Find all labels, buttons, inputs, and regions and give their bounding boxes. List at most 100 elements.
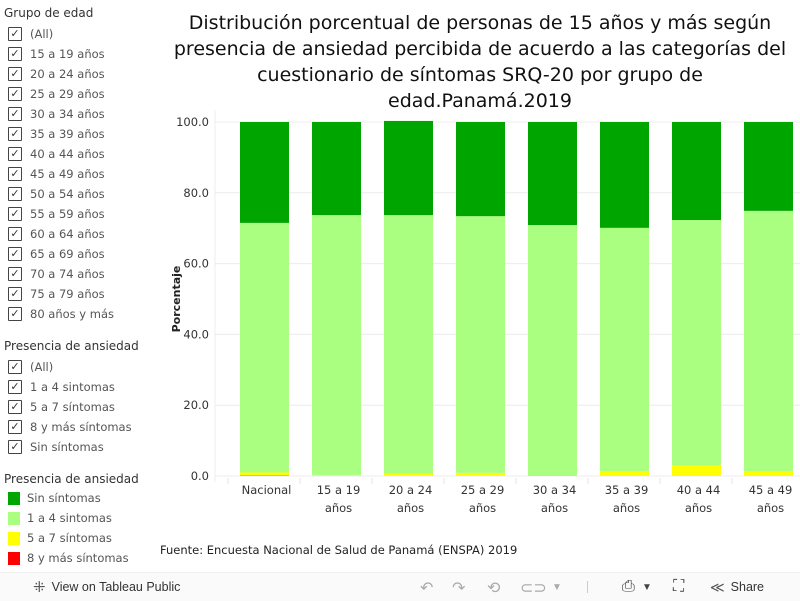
share-button[interactable]: ≪ Share <box>710 579 764 596</box>
age-group-option[interactable]: ✓75 a 79 años <box>8 284 158 304</box>
age-group-option[interactable]: ✓40 a 44 años <box>8 144 158 164</box>
bar-segment-sin-s-ntomas[interactable] <box>312 122 361 215</box>
bar-segment-sin-s-ntomas[interactable] <box>384 121 433 215</box>
bar-segment-sin-s-ntomas[interactable] <box>744 122 793 211</box>
bar-segment-1-a-4-sintomas[interactable] <box>600 228 649 471</box>
age-group-option-label: 20 a 24 años <box>30 67 105 81</box>
checkbox-checked-icon[interactable]: ✓ <box>8 27 22 41</box>
download-dropdown-icon[interactable]: ▼ <box>642 582 652 593</box>
checkbox-checked-icon[interactable]: ✓ <box>8 147 22 161</box>
bar-segment-sin-s-ntomas[interactable] <box>456 122 505 216</box>
refresh-dropdown-icon[interactable]: ▼ <box>552 582 562 593</box>
bar-segment-1-a-4-sintomas[interactable] <box>528 225 577 476</box>
checkbox-checked-icon[interactable]: ✓ <box>8 440 22 454</box>
bar-segment-5-a-7-s-ntomas[interactable] <box>240 472 289 475</box>
redo-icon[interactable]: ↷ <box>452 578 465 598</box>
view-on-tableau-label: View on Tableau Public <box>52 580 181 594</box>
checkbox-checked-icon[interactable]: ✓ <box>8 420 22 434</box>
bar-segment-sin-s-ntomas[interactable] <box>600 122 649 228</box>
age-group-option[interactable]: ✓15 a 19 años <box>8 44 158 64</box>
age-group-option[interactable]: ✓ 20 a 24 años <box>8 64 158 84</box>
checkbox-checked-icon[interactable]: ✓ <box>8 87 22 101</box>
checkbox-checked-icon[interactable]: ✓ <box>8 307 22 321</box>
legend-label: 5 a 7 síntomas <box>27 531 112 545</box>
age-group-option[interactable]: ✓45 a 49 años <box>8 164 158 184</box>
legend-title: Presencia de ansiedad <box>4 472 139 486</box>
color-legend: Sin síntomas 1 a 4 sintomas 5 a 7 síntomas… <box>8 488 158 570</box>
age-group-option[interactable]: ✓(All) <box>8 24 158 44</box>
anxiety-filter-list[interactable]: ✓(All)✓1 a 4 sintomas✓5 a 7 síntomas✓8 y… <box>8 357 158 457</box>
anxiety-option[interactable]: ✓ 1 a 4 sintomas <box>8 377 158 397</box>
age-group-option[interactable]: ✓55 a 59 años <box>8 204 158 224</box>
anxiety-option[interactable]: ✓(All) <box>8 357 158 377</box>
anxiety-option[interactable]: ✓5 a 7 síntomas <box>8 397 158 417</box>
bar-segment-1-a-4-sintomas[interactable] <box>384 215 433 474</box>
age-group-option[interactable]: ✓80 años y más <box>8 304 158 324</box>
checkbox-checked-icon[interactable]: ✓ <box>8 187 22 201</box>
toolbar-divider <box>587 581 588 593</box>
checkbox-checked-icon[interactable]: ✓ <box>8 227 22 241</box>
bar-segment-1-a-4-sintomas[interactable] <box>672 220 721 465</box>
age-group-option[interactable]: ✓65 a 69 años <box>8 244 158 264</box>
legend-item[interactable]: Sin síntomas <box>8 488 158 508</box>
bar-segment-5-a-7-s-ntomas[interactable] <box>600 471 649 476</box>
legend-item[interactable]: 5 a 7 síntomas <box>8 528 158 548</box>
share-icon: ≪ <box>710 579 725 596</box>
bar-segment-sin-s-ntomas[interactable] <box>672 122 721 220</box>
anxiety-option-label: Sin síntomas <box>30 440 104 454</box>
age-group-option[interactable]: ✓70 a 74 años <box>8 264 158 284</box>
fullscreen-icon[interactable]: ⛶ <box>673 578 684 596</box>
age-group-option[interactable]: ✓35 a 39 años <box>8 124 158 144</box>
bar-segment-5-a-7-s-ntomas[interactable] <box>312 475 361 476</box>
tableau-toolbar: ⁜ View on Tableau Public ↶ ↷ ⟲ ⊂⊃ ▼ ⎙ ▼ … <box>0 572 800 601</box>
age-group-option[interactable]: ✓30 a 34 años <box>8 104 158 124</box>
checkbox-checked-icon[interactable]: ✓ <box>8 287 22 301</box>
bar-segment-5-a-7-s-ntomas[interactable] <box>456 473 505 476</box>
checkbox-checked-icon[interactable]: ✓ <box>8 380 22 394</box>
bar-segment-sin-s-ntomas[interactable] <box>528 122 577 225</box>
checkbox-checked-icon[interactable]: ✓ <box>8 127 22 141</box>
checkbox-checked-icon[interactable]: ✓ <box>8 67 22 81</box>
chart-title: Distribución porcentual de personas de 1… <box>165 10 795 114</box>
anxiety-option[interactable]: ✓ Sin síntomas <box>8 437 158 457</box>
checkbox-checked-icon[interactable]: ✓ <box>8 400 22 414</box>
share-label: Share <box>731 580 764 594</box>
revert-icon[interactable]: ⟲ <box>487 578 500 598</box>
refresh-icon[interactable]: ⊂⊃ <box>520 578 547 598</box>
age-group-filter-list[interactable]: ✓(All)✓15 a 19 años✓20 a 24 años✓25 a 29… <box>8 24 158 330</box>
bar-segment-1-a-4-sintomas[interactable] <box>456 216 505 473</box>
bar-segment-1-a-4-sintomas[interactable] <box>312 215 361 475</box>
x-tick-label: años <box>325 501 352 515</box>
age-group-option[interactable]: ✓ 25 a 29 años <box>8 84 158 104</box>
checkbox-checked-icon[interactable]: ✓ <box>8 267 22 281</box>
bar-segment-sin-s-ntomas[interactable] <box>240 122 289 223</box>
age-group-option-label: 50 a 54 años <box>30 187 105 201</box>
x-tick-label: años <box>757 501 784 515</box>
x-tick-label: años <box>541 501 568 515</box>
age-group-option[interactable]: ✓60 a 64 años <box>8 224 158 244</box>
age-group-option-label: 25 a 29 años <box>30 87 105 101</box>
bar-segment-1-a-4-sintomas[interactable] <box>744 211 793 471</box>
legend-item[interactable]: 8 y más síntomas <box>8 548 158 568</box>
bar-segment-5-a-7-s-ntomas[interactable] <box>384 474 433 476</box>
anxiety-option[interactable]: ✓8 y más síntomas <box>8 417 158 437</box>
stacked-bar-chart: 0.020.040.060.080.0100.0PorcentajeNacion… <box>160 105 800 525</box>
bar-segment-5-a-7-s-ntomas[interactable] <box>744 471 793 476</box>
undo-icon[interactable]: ↶ <box>420 578 433 598</box>
legend-swatch <box>8 492 20 505</box>
x-tick-label: 45 a 49 <box>749 483 793 497</box>
checkbox-checked-icon[interactable]: ✓ <box>8 207 22 221</box>
bar-segment-5-a-7-s-ntomas[interactable] <box>672 465 721 476</box>
checkbox-checked-icon[interactable]: ✓ <box>8 167 22 181</box>
checkbox-checked-icon[interactable]: ✓ <box>8 107 22 121</box>
checkbox-checked-icon[interactable]: ✓ <box>8 247 22 261</box>
age-group-option[interactable]: ✓ 50 a 54 años <box>8 184 158 204</box>
checkbox-checked-icon[interactable]: ✓ <box>8 47 22 61</box>
download-icon[interactable]: ⎙ <box>622 578 635 596</box>
bar-segment-1-a-4-sintomas[interactable] <box>240 223 289 473</box>
legend-item[interactable]: 1 a 4 sintomas <box>8 508 158 528</box>
checkbox-checked-icon[interactable]: ✓ <box>8 360 22 374</box>
view-on-tableau-public-link[interactable]: ⁜ View on Tableau Public <box>33 578 180 596</box>
anxiety-option-label: 1 a 4 sintomas <box>30 380 115 394</box>
legend-label: Sin síntomas <box>27 491 101 505</box>
